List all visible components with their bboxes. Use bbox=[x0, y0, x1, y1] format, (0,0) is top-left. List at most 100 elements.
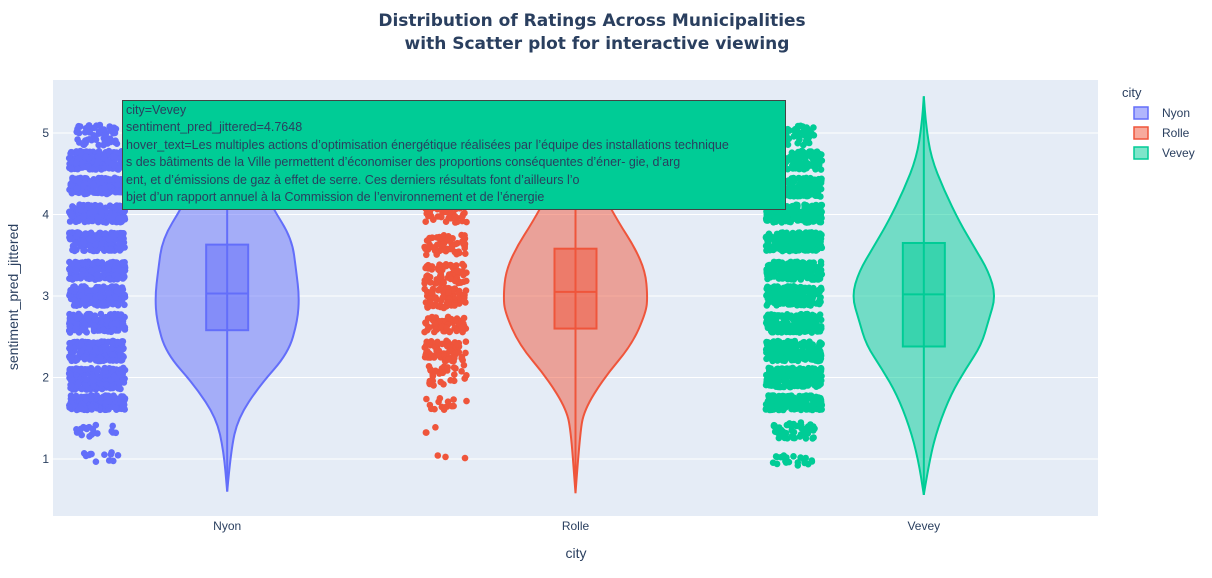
point[interactable] bbox=[426, 377, 434, 385]
point[interactable] bbox=[773, 453, 781, 461]
point[interactable] bbox=[808, 457, 816, 464]
point[interactable] bbox=[800, 141, 807, 149]
point[interactable] bbox=[460, 278, 468, 286]
point[interactable] bbox=[776, 399, 783, 406]
point[interactable] bbox=[81, 174, 89, 182]
point[interactable] bbox=[769, 245, 777, 252]
point[interactable] bbox=[429, 244, 437, 251]
point[interactable] bbox=[447, 377, 454, 384]
point[interactable] bbox=[82, 376, 90, 383]
point[interactable] bbox=[82, 382, 90, 390]
point[interactable] bbox=[794, 122, 802, 130]
point[interactable] bbox=[809, 435, 816, 442]
point[interactable] bbox=[794, 139, 801, 147]
point[interactable] bbox=[810, 395, 818, 402]
point[interactable] bbox=[769, 370, 777, 377]
point[interactable] bbox=[105, 265, 112, 273]
point[interactable] bbox=[808, 348, 816, 355]
point[interactable] bbox=[108, 345, 115, 352]
point[interactable] bbox=[105, 299, 113, 306]
point[interactable] bbox=[763, 371, 770, 379]
point[interactable] bbox=[119, 324, 126, 331]
point[interactable] bbox=[69, 246, 76, 254]
point[interactable] bbox=[770, 217, 778, 225]
point[interactable] bbox=[73, 426, 80, 433]
point[interactable] bbox=[780, 262, 788, 270]
point[interactable] bbox=[463, 218, 470, 226]
point[interactable] bbox=[87, 202, 95, 209]
point[interactable] bbox=[72, 273, 79, 281]
point[interactable] bbox=[767, 311, 775, 318]
point[interactable] bbox=[430, 382, 437, 389]
point[interactable] bbox=[806, 267, 813, 275]
box-nyon[interactable] bbox=[205, 243, 250, 332]
point[interactable] bbox=[435, 351, 443, 359]
point[interactable] bbox=[795, 229, 802, 237]
point[interactable] bbox=[118, 229, 126, 237]
point[interactable] bbox=[764, 399, 772, 407]
point[interactable] bbox=[119, 369, 127, 377]
point[interactable] bbox=[105, 275, 113, 282]
point[interactable] bbox=[83, 148, 90, 155]
point[interactable] bbox=[816, 273, 824, 280]
point[interactable] bbox=[73, 267, 80, 275]
point[interactable] bbox=[91, 315, 99, 323]
point[interactable] bbox=[108, 351, 116, 359]
point[interactable] bbox=[121, 291, 128, 299]
point[interactable] bbox=[445, 214, 453, 222]
point[interactable] bbox=[773, 460, 781, 468]
point[interactable] bbox=[783, 213, 791, 221]
point[interactable] bbox=[428, 263, 436, 270]
point[interactable] bbox=[112, 137, 119, 144]
point[interactable] bbox=[114, 395, 122, 403]
point[interactable] bbox=[452, 240, 460, 248]
point[interactable] bbox=[111, 203, 118, 211]
point[interactable] bbox=[82, 124, 90, 132]
point[interactable] bbox=[774, 313, 782, 320]
point[interactable] bbox=[809, 286, 817, 293]
point[interactable] bbox=[110, 373, 118, 380]
point[interactable] bbox=[451, 354, 458, 362]
point[interactable] bbox=[436, 267, 443, 274]
point[interactable] bbox=[87, 275, 95, 282]
point[interactable] bbox=[770, 421, 778, 429]
point[interactable] bbox=[817, 179, 825, 187]
point[interactable] bbox=[798, 424, 805, 432]
point[interactable] bbox=[766, 343, 774, 351]
point[interactable] bbox=[800, 272, 807, 280]
point[interactable] bbox=[445, 299, 452, 306]
point[interactable] bbox=[74, 165, 81, 173]
point[interactable] bbox=[78, 340, 85, 348]
point[interactable] bbox=[89, 236, 96, 244]
point[interactable] bbox=[780, 431, 787, 439]
point[interactable] bbox=[109, 311, 117, 319]
point[interactable] bbox=[84, 287, 92, 295]
point[interactable] bbox=[94, 214, 102, 222]
point[interactable] bbox=[83, 295, 90, 303]
legend-item-rolle[interactable]: Rolle bbox=[1133, 126, 1190, 140]
point[interactable] bbox=[98, 208, 105, 216]
point[interactable] bbox=[784, 275, 792, 283]
point[interactable] bbox=[76, 201, 83, 208]
point[interactable] bbox=[112, 320, 120, 327]
point[interactable] bbox=[786, 420, 793, 427]
point[interactable] bbox=[453, 327, 460, 335]
point[interactable] bbox=[423, 237, 431, 244]
point[interactable] bbox=[784, 337, 792, 345]
point[interactable] bbox=[809, 247, 816, 254]
point[interactable] bbox=[426, 273, 434, 281]
point[interactable] bbox=[110, 357, 117, 364]
point[interactable] bbox=[115, 215, 123, 222]
point[interactable] bbox=[83, 425, 91, 433]
point[interactable] bbox=[801, 376, 809, 384]
point[interactable] bbox=[97, 394, 104, 402]
point[interactable] bbox=[793, 216, 801, 223]
point[interactable] bbox=[462, 338, 470, 346]
point[interactable] bbox=[105, 236, 113, 243]
point[interactable] bbox=[95, 147, 103, 155]
point[interactable] bbox=[77, 206, 84, 214]
point[interactable] bbox=[423, 395, 430, 403]
point[interactable] bbox=[461, 454, 469, 462]
point[interactable] bbox=[66, 327, 73, 335]
point[interactable] bbox=[112, 429, 120, 437]
